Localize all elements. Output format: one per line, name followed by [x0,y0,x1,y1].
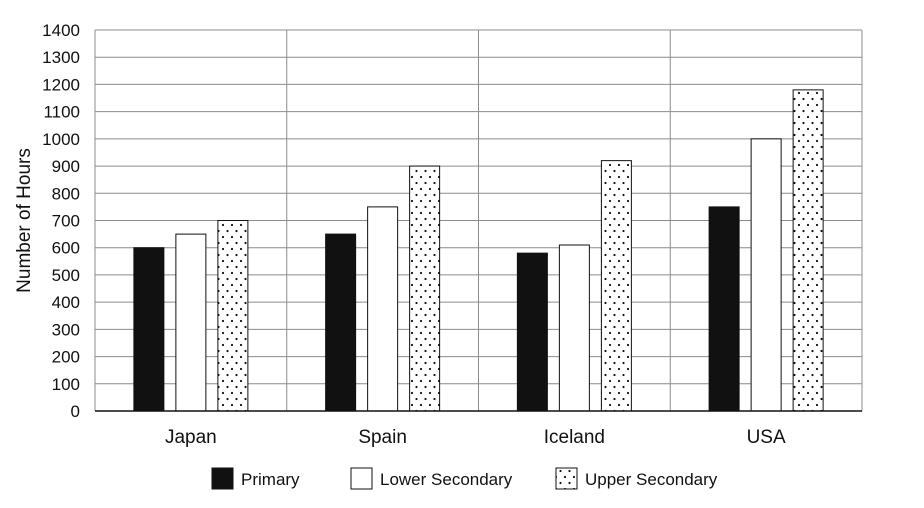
y-tick-label: 0 [71,402,80,421]
y-axis-title: Number of Hours [14,148,35,293]
x-category-label: Spain [358,427,407,448]
bar-upper-secondary-spain [409,165,441,412]
legend-label: Primary [241,470,300,489]
x-category-label: USA [747,427,786,448]
bar-primary-japan [133,247,165,412]
bar-upper-secondary-usa [792,89,824,412]
bar-primary-spain [325,233,357,412]
y-tick-label: 600 [52,239,80,258]
bar-lower-secondary-usa [750,138,782,412]
y-tick-label: 1200 [42,75,80,94]
bar-lower-secondary-iceland [558,244,590,412]
x-category-label: Iceland [544,427,605,448]
y-tick-label: 1300 [42,48,80,67]
y-tick-label: 1000 [42,130,80,149]
legend-swatch-lower-secondary [350,467,373,490]
y-tick-label: 500 [52,266,80,285]
y-tick-label: 300 [52,320,80,339]
legend: Primary Lower Secondary Upper Secondary [211,467,718,490]
y-tick-label: 100 [52,375,80,394]
y-tick-label: 200 [52,348,80,367]
y-tick-label: 1100 [43,103,80,122]
bar-upper-secondary-japan [217,220,249,412]
bar-upper-secondary-iceland [600,160,632,412]
legend-swatch-primary [211,467,234,490]
y-tick-label: 800 [52,184,80,203]
bars-layer [133,89,824,412]
legend-label: Upper Secondary [585,470,718,489]
legend-swatch-upper-secondary [555,467,578,490]
bar-primary-usa [708,206,740,412]
x-category-label: Japan [165,427,217,448]
bar-lower-secondary-japan [175,233,207,412]
label-layer: 0 100 200 300 400 500 600 700 800 900 1000 1100 1200… [42,21,786,448]
y-tick-label: 900 [52,157,80,176]
bar-lower-secondary-spain [367,206,399,412]
y-tick-label: 400 [52,293,80,312]
bar-primary-iceland [516,252,548,412]
y-tick-label: 700 [52,212,80,231]
legend-label: Lower Secondary [380,470,513,489]
y-tick-label: 1400 [42,21,80,40]
grid-layer [94,29,863,412]
